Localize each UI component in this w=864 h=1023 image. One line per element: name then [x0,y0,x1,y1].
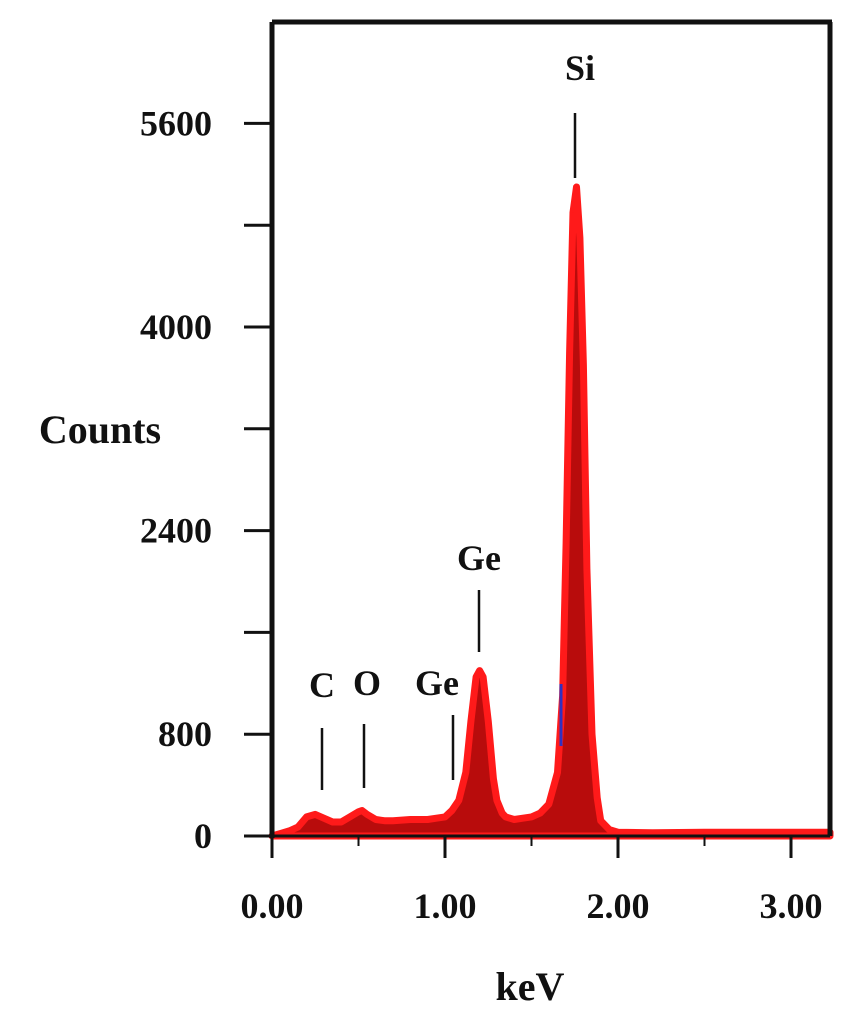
spectrum-point [392,820,394,822]
spectrum-point [280,832,282,835]
spectrum-point [513,818,515,821]
spectrum-point [323,817,325,819]
spectrum-point [586,568,588,570]
spectrum-point [357,811,360,813]
spectrum-point [409,818,411,821]
spectrum-point [572,211,574,214]
plot-frame-layer [269,19,833,838]
peak-labels-layer: C O Ge Ge Si [309,48,595,790]
spectrum-area-series-0 [268,183,834,840]
spectrum-point [505,816,507,818]
spectrum-point [451,809,453,812]
spectrum-point [569,351,571,353]
peak-label-c: C [309,665,335,705]
spectrum-point [530,816,533,818]
y-tick-label: 2400 [140,511,212,551]
spectrum-point [496,799,498,802]
peak-label-o: O [353,663,381,703]
spectrum-point [361,809,363,812]
y-tick-label: 0 [194,816,212,856]
spectrum-point [288,830,290,832]
spectrum-point [427,818,429,821]
spectrum-point [475,676,477,678]
spectrum-point [332,821,334,823]
spectrum-point [575,186,578,188]
y-tick-label: 4000 [140,307,212,347]
spectrum-point [487,720,489,723]
spectrum-point [582,364,585,366]
spectrum-point [548,803,550,805]
spectrum-point [435,817,437,819]
spectrum-point [556,771,559,774]
y-tick-label: 800 [158,714,212,754]
peak-label-ge: Ge [415,663,459,703]
x-tick-label: 3.00 [760,886,823,926]
spectrum-point [501,812,503,814]
spectrum-point [465,771,467,774]
spectrum-point [340,821,342,823]
x-tick-label: 0.00 [241,886,304,926]
spectrum-point [608,829,610,831]
spectrum-point [349,816,351,818]
spectrum-point [297,826,299,828]
peak-label-si: Si [565,48,595,88]
spectrum-point [522,817,524,819]
spectrum-point [596,797,598,799]
spectrum-point [539,812,541,814]
y-tick-label: 5600 [140,103,212,143]
y-axis-title: Counts [39,407,161,452]
spectrum-point [375,818,377,821]
spectrum-point [383,820,385,822]
x-axis-title: keV [496,964,565,1009]
spectrum-point [482,676,484,678]
spectrum-point [600,820,602,822]
spectrum-point [470,720,472,723]
ticks-layer: 0 800 2400 4000 5600 0.00 1.00 2.00 3.00 [140,103,823,926]
spectrum-layer [268,183,834,840]
x-tick-label: 2.00 [587,886,650,926]
spectrum-point [366,813,368,816]
spectrum-point [591,733,593,735]
spectrum-point [306,816,308,818]
peak-label-ge: Ge [457,538,501,578]
spectrum-point [617,831,619,833]
x-tick-label: 1.00 [414,886,477,926]
spectrum-point [565,542,567,544]
spectrum-point [579,237,581,239]
spectrum-point [458,799,460,802]
spectrum-point [479,670,481,672]
spectrum-point [314,813,316,816]
spectrum-point [755,831,758,833]
spectrum-point [444,816,446,818]
spectrum-point [492,778,494,780]
spectrum-point [790,831,792,833]
spectrum-point [703,831,706,833]
spectrum-point [652,832,654,834]
